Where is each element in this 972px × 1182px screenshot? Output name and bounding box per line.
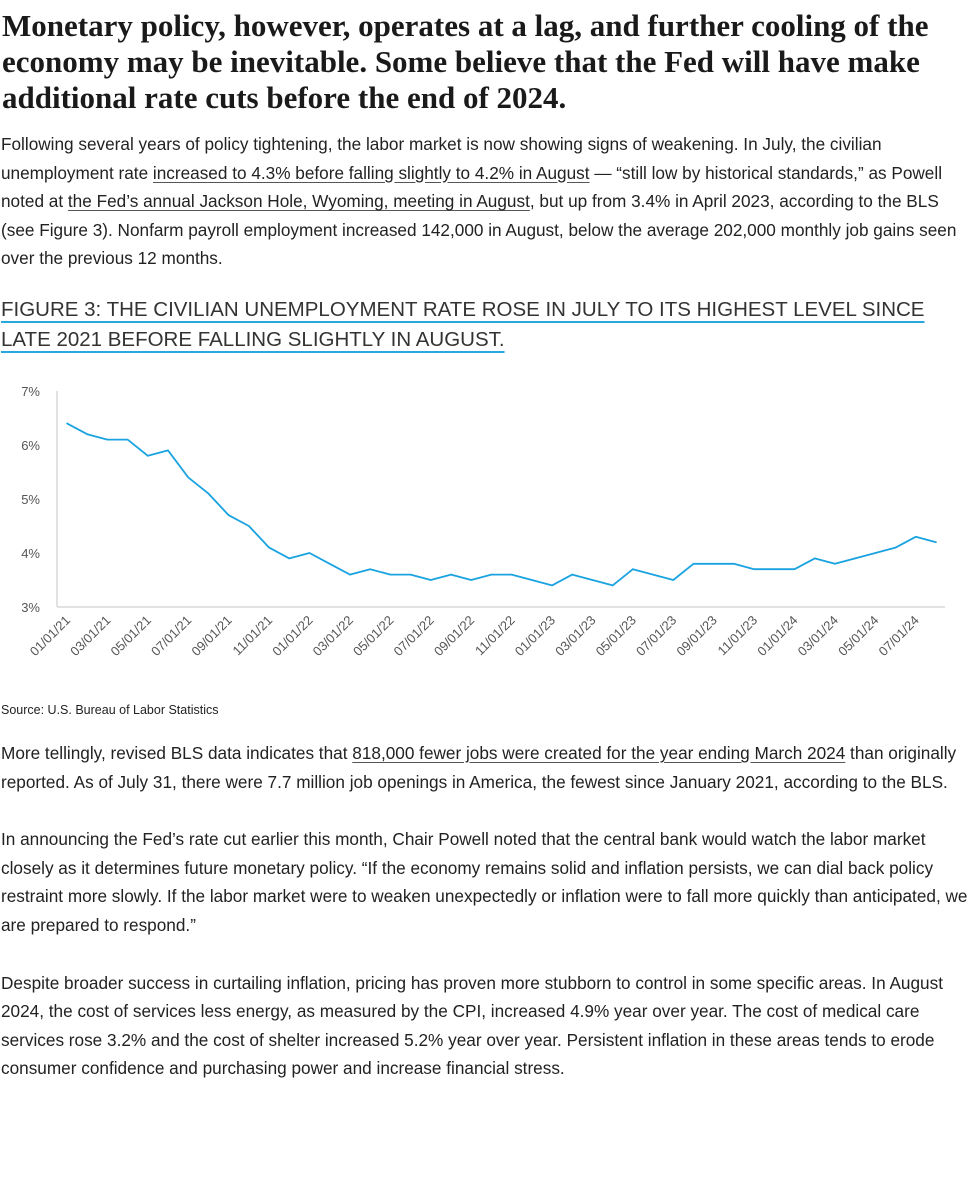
- data-point: [571, 573, 574, 576]
- data-point: [167, 449, 169, 452]
- data-point: [914, 535, 917, 538]
- link-fewer-jobs[interactable]: 818,000 fewer jobs were created for the …: [352, 742, 846, 763]
- data-point: [207, 492, 210, 495]
- data-point: [288, 557, 291, 560]
- x-tick-label: 09/01/22: [431, 612, 477, 658]
- y-tick-label: 3%: [21, 600, 40, 615]
- x-tick-label: 03/01/23: [552, 612, 598, 658]
- x-tick-label: 01/01/24: [754, 612, 800, 658]
- x-tick-label: 07/01/22: [390, 612, 436, 658]
- text: Following several years of policy tighte…: [1, 134, 882, 183]
- y-tick-label: 5%: [21, 492, 40, 507]
- data-point: [712, 562, 715, 565]
- data-point: [894, 546, 897, 549]
- x-tick-label: 03/01/21: [67, 612, 113, 658]
- x-tick-label: 09/01/21: [188, 612, 234, 658]
- figure-title: FIGURE 3: THE CIVILIAN UNEMPLOYMENT RATE…: [1, 295, 972, 355]
- data-point: [632, 568, 634, 570]
- data-point: [531, 579, 533, 581]
- chart-source: Source: U.S. Bureau of Labor Statistics: [1, 702, 219, 717]
- data-point: [126, 438, 129, 441]
- data-point: [793, 568, 796, 570]
- data-point: [147, 454, 149, 457]
- data-point: [308, 552, 311, 554]
- link-unemployment-rate[interactable]: increased to 4.3% before falling slightl…: [152, 162, 590, 183]
- data-point: [510, 573, 513, 576]
- data-point: [874, 552, 877, 554]
- y-tick-label: 4%: [21, 546, 40, 561]
- link-jackson-hole[interactable]: the Fed’s annual Jackson Hole, Wyoming, …: [67, 191, 530, 212]
- x-tick-label: 03/01/22: [310, 612, 356, 658]
- x-tick-label: 11/01/21: [230, 612, 276, 658]
- data-point: [753, 568, 755, 570]
- x-tick-label: 01/01/21: [27, 612, 73, 658]
- data-point: [268, 546, 270, 549]
- unemployment-chart: 3%4%5%6%7%01/01/2103/01/2105/01/2107/01/…: [21, 384, 945, 659]
- data-point: [389, 573, 392, 576]
- x-tick-label: 05/01/24: [835, 612, 881, 658]
- data-point: [490, 573, 493, 576]
- x-tick-label: 11/01/22: [472, 612, 518, 658]
- paragraph-revised-data: More tellingly, revised BLS data indicat…: [1, 739, 972, 796]
- x-tick-label: 05/01/23: [593, 612, 639, 658]
- x-tick-label: 07/01/23: [633, 612, 679, 658]
- data-point: [66, 422, 68, 425]
- headline: Monetary policy, however, operates at a …: [2, 8, 929, 115]
- x-tick-label: 11/01/23: [715, 612, 761, 658]
- data-point: [834, 562, 836, 565]
- data-point: [652, 573, 654, 576]
- data-point: [692, 562, 695, 565]
- data-point: [450, 573, 452, 576]
- x-tick-label: 03/01/24: [795, 612, 841, 658]
- text: More tellingly, revised BLS data indicat…: [1, 742, 353, 763]
- y-tick-label: 7%: [21, 384, 40, 399]
- x-tick-label: 07/01/21: [148, 612, 194, 658]
- data-point: [733, 562, 735, 565]
- figure-title-text: FIGURE 3: THE CIVILIAN UNEMPLOYMENT RATE…: [1, 297, 925, 351]
- data-point: [328, 562, 331, 565]
- data-point: [854, 557, 856, 560]
- article: Monetary policy, however, operates at a …: [0, 8, 972, 1083]
- data-point: [409, 573, 412, 576]
- data-point: [248, 525, 250, 527]
- data-point: [349, 573, 351, 576]
- data-point: [813, 557, 816, 560]
- x-tick-label: 09/01/23: [673, 612, 719, 658]
- data-point: [672, 579, 675, 581]
- data-point: [187, 476, 190, 479]
- data-point: [369, 568, 371, 570]
- data-point: [551, 584, 553, 587]
- paragraph-labor-market: Following several years of policy tighte…: [1, 130, 972, 273]
- x-tick-label: 01/01/23: [512, 612, 558, 658]
- text: than originally reported. As of July 31,…: [1, 742, 957, 792]
- x-tick-label: 07/01/24: [876, 612, 922, 658]
- data-point: [935, 541, 937, 543]
- x-tick-label: 01/01/22: [269, 612, 315, 658]
- x-tick-label: 05/01/21: [108, 612, 154, 658]
- data-point: [591, 579, 594, 581]
- data-point: [470, 579, 472, 581]
- text: — “still low by historical standards,” a…: [1, 162, 943, 212]
- y-tick-label: 6%: [21, 438, 40, 453]
- paragraph-powell: In announcing the Fed’s rate cut earlier…: [1, 829, 968, 935]
- data-point: [611, 584, 614, 587]
- unemployment-rate-line: [66, 422, 937, 587]
- text: , but up from 3.4% in April 2023, accord…: [1, 191, 957, 269]
- paragraph-inflation: Despite broader success in curtailing in…: [1, 972, 943, 1079]
- data-point: [227, 514, 230, 516]
- data-point: [773, 568, 776, 570]
- data-point: [106, 438, 109, 441]
- data-point: [429, 579, 432, 581]
- data-point: [86, 433, 89, 435]
- x-tick-label: 05/01/22: [350, 612, 396, 658]
